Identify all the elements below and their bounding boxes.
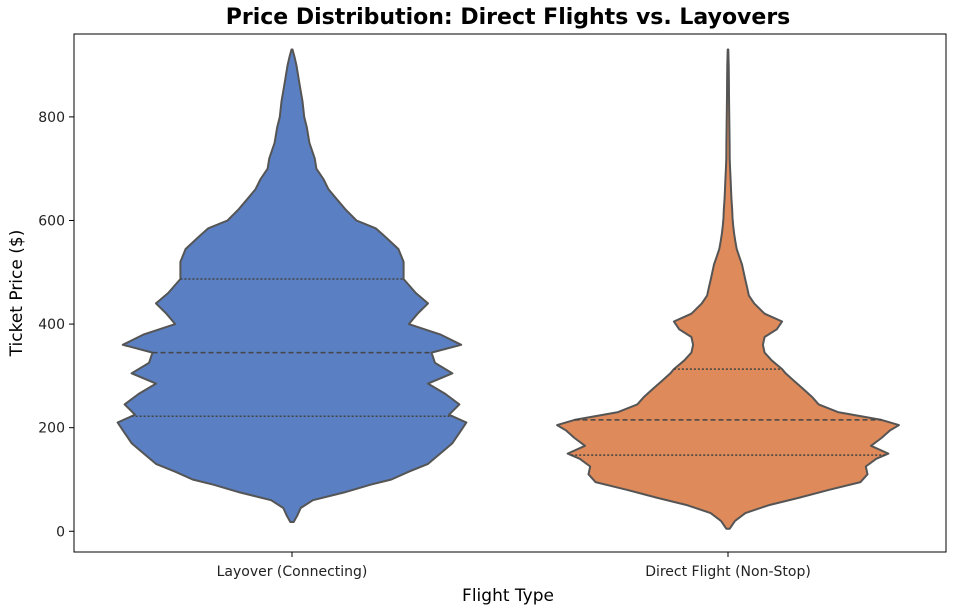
x-tick-label: Direct Flight (Non-Stop)	[645, 564, 811, 580]
y-axis: 0 200 400 600 800	[38, 110, 74, 540]
y-tick-label: 600	[38, 213, 65, 229]
x-axis: Layover (Connecting) Direct Flight (Non-S…	[217, 552, 811, 580]
x-axis-label: Flight Type	[462, 586, 554, 606]
y-tick-label: 200	[38, 421, 65, 437]
y-tick-label: 400	[38, 317, 65, 333]
plot-area	[116, 48, 900, 530]
x-tick-label: Layover (Connecting)	[217, 564, 368, 580]
plot-frame	[73, 33, 947, 553]
y-tick-label: 0	[56, 524, 65, 540]
y-axis-label: Ticket Price ($)	[7, 230, 27, 358]
violin-layover	[116, 48, 468, 523]
violin-direct	[556, 48, 900, 530]
chart-title: Price Distribution: Direct Flights vs. L…	[226, 5, 791, 30]
y-tick-label: 800	[38, 110, 65, 126]
